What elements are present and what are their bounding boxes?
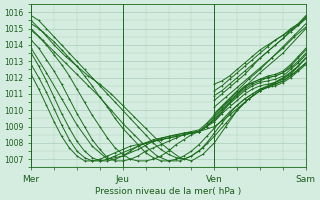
X-axis label: Pression niveau de la mer( hPa ): Pression niveau de la mer( hPa ) xyxy=(95,187,242,196)
